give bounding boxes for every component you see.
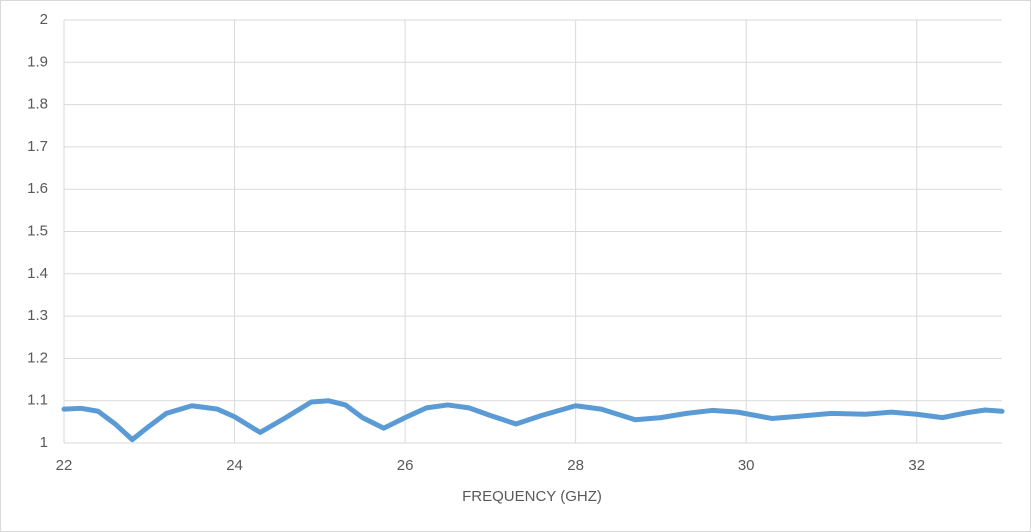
- y-tick-label: 1.2: [27, 349, 48, 366]
- y-tick-label: 1.7: [27, 138, 48, 155]
- y-tick-label: 1.1: [27, 392, 48, 409]
- y-tick-label: 1.6: [27, 180, 48, 197]
- x-tick-label: 24: [226, 457, 243, 474]
- y-tick-label: 1.3: [27, 307, 48, 324]
- x-axis-label: FREQUENCY (GHZ): [462, 488, 602, 505]
- x-tick-label: 26: [397, 457, 414, 474]
- y-tick-label: 1.5: [27, 222, 48, 239]
- y-tick-label: 2: [40, 11, 48, 28]
- x-tick-label: 22: [56, 457, 73, 474]
- y-tick-label: 1: [40, 434, 48, 451]
- x-tick-label: 28: [567, 457, 584, 474]
- x-tick-label: 32: [908, 457, 925, 474]
- y-tick-label: 1.8: [27, 96, 48, 113]
- x-tick-label: 30: [738, 457, 755, 474]
- y-tick-label: 1.9: [27, 53, 48, 70]
- y-tick-label: 1.4: [27, 265, 48, 282]
- data-line: [61, 398, 1005, 443]
